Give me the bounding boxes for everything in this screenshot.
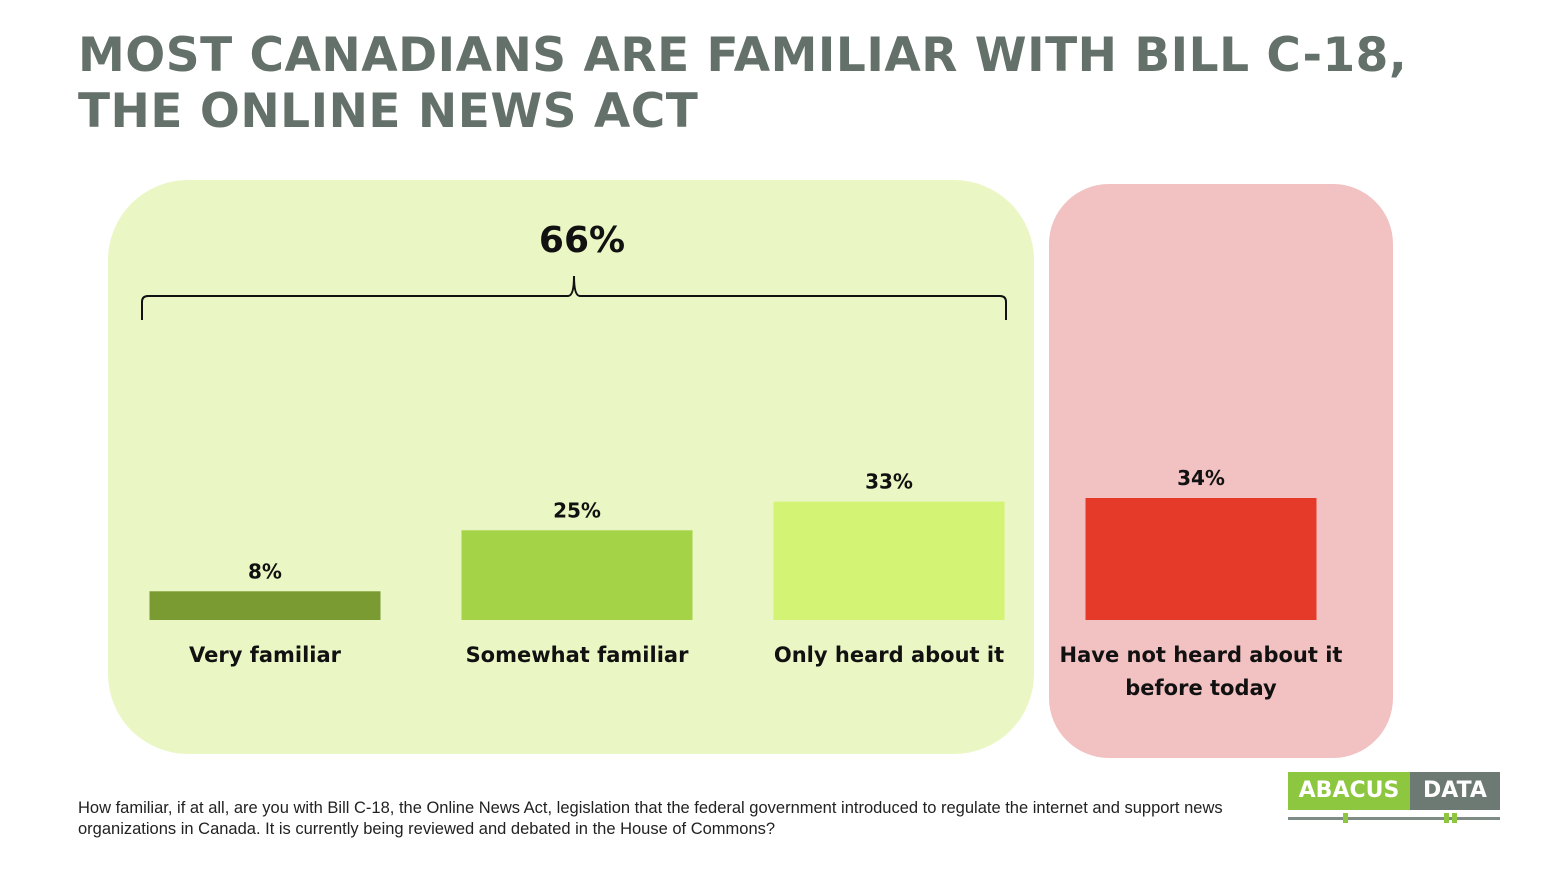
logo-tick (1444, 813, 1449, 823)
category-label-line: Have not heard about it (1060, 643, 1343, 667)
group-total-label: 66% (539, 220, 625, 261)
bar (461, 530, 693, 620)
logo-underline (1288, 817, 1500, 820)
survey-question-footnote: How familiar, if at all, are you with Bi… (78, 799, 1223, 838)
logo-text-left: ABACUS (1288, 772, 1410, 810)
page-title: MOST CANADIANS ARE FAMILIAR WITH BILL C-… (78, 28, 1408, 139)
category-label: Somewhat familiar (466, 643, 690, 667)
bar (149, 591, 381, 620)
logo-text-right: DATA (1410, 772, 1500, 810)
data-label: 34% (1177, 466, 1225, 490)
abacus-data-logo: ABACUS DATA (1288, 772, 1500, 824)
bar (1085, 498, 1317, 620)
data-label: 25% (553, 498, 601, 522)
category-label-line: Somewhat familiar (466, 643, 690, 667)
logo-tick (1452, 813, 1457, 823)
category-label: Only heard about it (774, 643, 1004, 667)
data-label: 8% (248, 559, 282, 583)
logo-tick (1343, 813, 1348, 823)
category-label: Have not heard about it before today (1060, 643, 1343, 700)
not-heard-group-panel (1049, 184, 1393, 758)
bar (773, 501, 1005, 620)
category-label-line: Only heard about it (774, 643, 1004, 667)
category-label: Very familiar (189, 643, 342, 667)
category-label-line: before today (1125, 676, 1277, 700)
category-label-line: Very familiar (189, 643, 342, 667)
data-label: 33% (865, 470, 913, 494)
group-bracket (141, 275, 1007, 320)
familiar-group-panel (108, 180, 1034, 754)
